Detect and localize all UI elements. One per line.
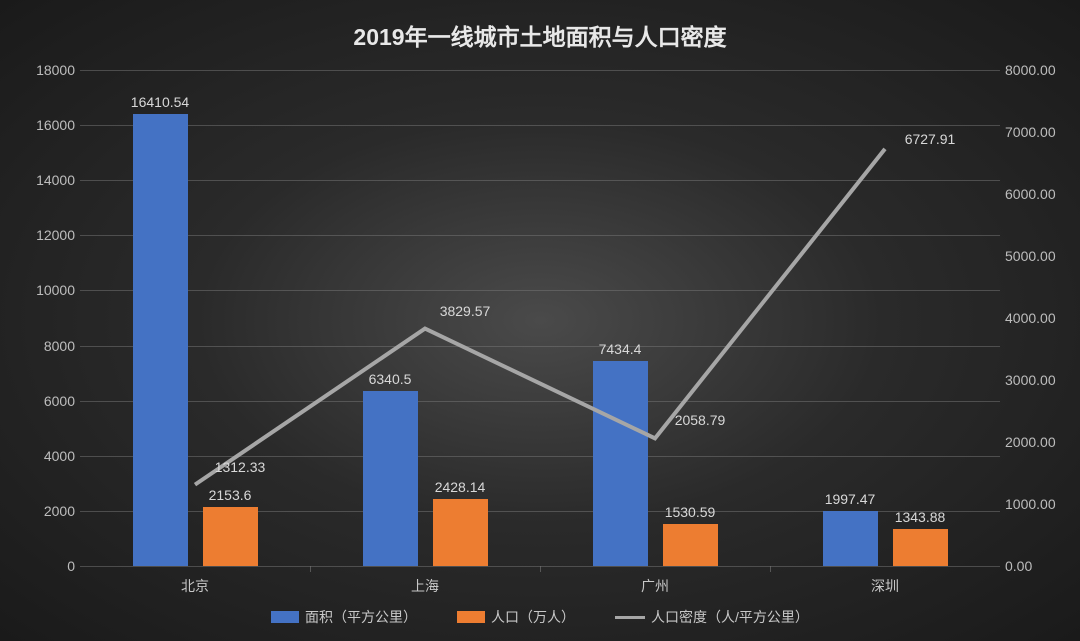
x-category-label: 广州	[641, 576, 669, 596]
legend-item-area: 面积（平方公里）	[271, 607, 417, 627]
y-right-tick-label: 4000.00	[1005, 310, 1070, 326]
legend-item-population: 人口（万人）	[457, 607, 575, 627]
y-left-tick-label: 14000	[25, 172, 75, 188]
y-right-tick-label: 3000.00	[1005, 372, 1070, 388]
y-left-tick-label: 8000	[25, 338, 75, 354]
y-left-tick-label: 16000	[25, 117, 75, 133]
legend-swatch-area	[271, 611, 299, 623]
chart-container: 2019年一线城市土地面积与人口密度 020004000600080001000…	[0, 0, 1080, 641]
legend: 面积（平方公里） 人口（万人） 人口密度（人/平方公里）	[0, 607, 1080, 627]
legend-label-density: 人口密度（人/平方公里）	[651, 607, 809, 627]
line-label-density: 6727.91	[905, 131, 956, 147]
y-right-tick-label: 8000.00	[1005, 62, 1070, 78]
y-left-tick-label: 18000	[25, 62, 75, 78]
x-category-label: 北京	[181, 576, 209, 596]
x-tick	[540, 566, 541, 572]
x-tick	[770, 566, 771, 572]
y-right-tick-label: 7000.00	[1005, 124, 1070, 140]
y-right-tick-label: 5000.00	[1005, 248, 1070, 264]
y-right-tick-label: 0.00	[1005, 558, 1070, 574]
y-right-tick-label: 6000.00	[1005, 186, 1070, 202]
x-category-label: 深圳	[871, 576, 899, 596]
density-line	[80, 70, 1000, 566]
line-label-density: 2058.79	[675, 412, 726, 428]
legend-swatch-population	[457, 611, 485, 623]
legend-item-density: 人口密度（人/平方公里）	[615, 607, 809, 627]
y-right-tick-label: 2000.00	[1005, 434, 1070, 450]
legend-label-population: 人口（万人）	[491, 607, 575, 627]
y-left-tick-label: 12000	[25, 227, 75, 243]
y-left-tick-label: 0	[25, 558, 75, 574]
plot-area: 0200040006000800010000120001400016000180…	[80, 70, 1000, 566]
y-left-tick-label: 2000	[25, 503, 75, 519]
chart-title: 2019年一线城市土地面积与人口密度	[0, 18, 1080, 52]
x-tick	[310, 566, 311, 572]
legend-label-area: 面积（平方公里）	[305, 607, 417, 627]
legend-line-density	[615, 616, 645, 619]
x-category-label: 上海	[411, 576, 439, 596]
y-left-tick-label: 10000	[25, 282, 75, 298]
line-label-density: 1312.33	[215, 459, 266, 475]
y-right-tick-label: 1000.00	[1005, 496, 1070, 512]
y-left-tick-label: 6000	[25, 393, 75, 409]
y-left-tick-label: 4000	[25, 448, 75, 464]
line-label-density: 3829.57	[440, 303, 491, 319]
